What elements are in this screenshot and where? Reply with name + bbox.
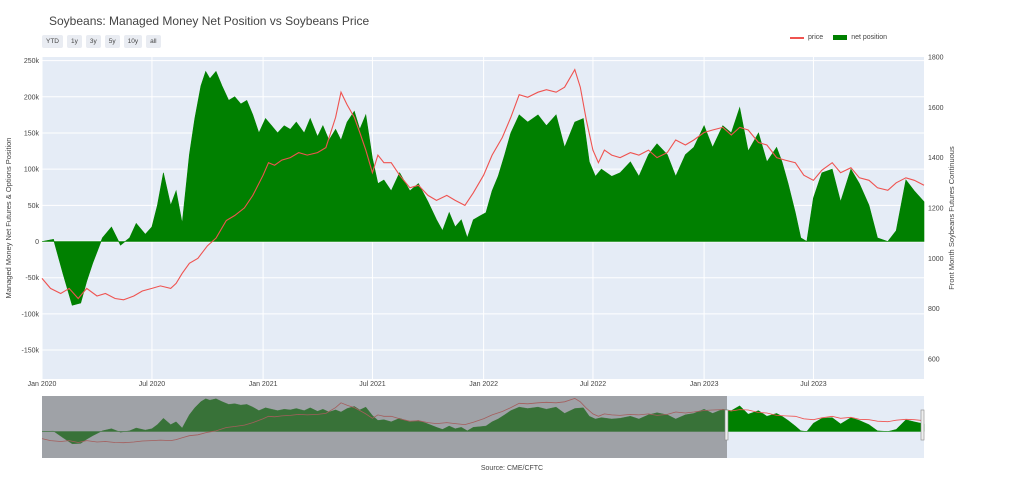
y-left-tick-label: -100k: [21, 311, 39, 318]
y-right-tick-label: 1800: [928, 55, 944, 62]
y-right-tick-label: 800: [928, 306, 940, 313]
y-right-tick-label: 1000: [928, 256, 944, 263]
legend: price net position: [790, 34, 887, 41]
y-axis-left: -150k -100k -50k 0 50k 100k 150k 200k 250k: [21, 58, 39, 354]
y-right-tick-label: 1400: [928, 155, 944, 162]
range-button-1y[interactable]: 1y: [67, 35, 82, 48]
range-slider-mask: [42, 396, 727, 458]
price-series: [41, 68, 925, 301]
range-button-all[interactable]: all: [146, 35, 161, 48]
range-slider-right-handle[interactable]: [920, 409, 925, 441]
price-line: [41, 68, 925, 301]
y-left-tick-label: 50k: [28, 203, 40, 210]
y-left-tick-label: 0: [35, 239, 39, 246]
range-button-10y[interactable]: 10y: [123, 35, 143, 48]
y-left-tick-label: 200k: [24, 94, 40, 101]
x-tick-label: Jan 2020: [28, 381, 57, 388]
y-left-tick-label: -150k: [21, 348, 39, 355]
y-left-tick-label: 100k: [24, 167, 40, 174]
y-axis-left-title: Managed Money Net Futures & Options Posi…: [4, 138, 13, 299]
y-left-tick-label: 150k: [24, 130, 40, 137]
legend-net-label: net position: [851, 34, 887, 41]
source-note: Source: CME/CFTC: [480, 465, 544, 472]
range-button-ytd[interactable]: YTD: [42, 35, 63, 48]
y-axis-right-title: Front Month Soybeans Futures Continuous: [947, 146, 956, 290]
legend-item-price[interactable]: price: [790, 34, 823, 41]
chart-title: Soybeans: Managed Money Net Position vs …: [49, 14, 370, 28]
y-right-tick-label: 1600: [928, 105, 944, 112]
y-right-tick-label: 1200: [928, 205, 944, 212]
x-tick-label: Jan 2022: [469, 381, 498, 388]
range-slider-left-handle[interactable]: [724, 409, 729, 441]
legend-price-swatch: [790, 36, 804, 39]
x-tick-label: Jul 2022: [580, 381, 607, 388]
x-tick-label: Jul 2020: [139, 381, 166, 388]
legend-price-label: price: [808, 34, 824, 41]
x-axis: Jan 2020 Jul 2020 Jan 2021 Jul 2021 Jan 2022…: [28, 381, 827, 388]
x-tick-label: Jul 2023: [800, 381, 827, 388]
y-left-tick-label: -50k: [25, 275, 39, 282]
net-position-area: [41, 70, 925, 306]
range-slider[interactable]: [41, 396, 925, 458]
net-position-series: [41, 70, 925, 306]
range-selector: YTD 1y 3y 5y 10y all: [42, 35, 161, 48]
x-tick-label: Jul 2021: [359, 381, 386, 388]
x-tick-label: Jan 2021: [249, 381, 278, 388]
y-axis-right: 600 800 1000 1200 1400 1600 1800: [928, 55, 944, 364]
y-left-tick-label: 250k: [24, 58, 40, 65]
range-button-3y[interactable]: 3y: [85, 35, 101, 48]
legend-net-swatch: [833, 35, 848, 40]
y-right-tick-label: 600: [928, 356, 940, 363]
legend-item-net-position[interactable]: net position: [833, 34, 887, 41]
range-button-5y[interactable]: 5y: [104, 35, 120, 48]
x-tick-label: Jan 2023: [690, 381, 719, 388]
